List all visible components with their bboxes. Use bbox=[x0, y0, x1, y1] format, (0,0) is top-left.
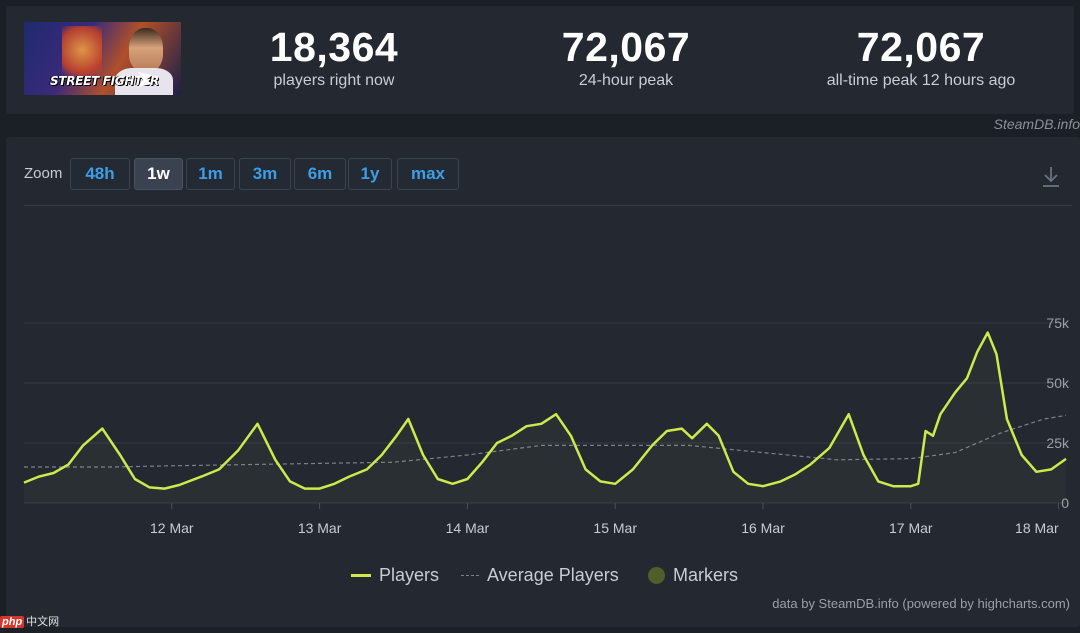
legend-players[interactable]: Players bbox=[351, 565, 439, 586]
x-tick-label: 17 Mar bbox=[889, 520, 933, 536]
all-time-peak-label: all-time peak 12 hours ago bbox=[826, 72, 1016, 89]
zoom-3m-button[interactable]: 3m bbox=[239, 158, 291, 190]
current-players-value: 18,364 bbox=[269, 24, 399, 70]
steamdb-brand[interactable]: SteamDB.info bbox=[993, 116, 1080, 132]
markers-legend-swatch bbox=[648, 567, 665, 584]
legend-markers[interactable]: Markers bbox=[648, 565, 738, 586]
x-tick-label: 14 Mar bbox=[446, 520, 490, 536]
php-badge: php bbox=[0, 616, 25, 628]
chart-attribution[interactable]: data by SteamDB.info (powered by highcha… bbox=[772, 596, 1070, 611]
zoom-1m-button[interactable]: 1m bbox=[186, 158, 235, 190]
markers-legend-label: Markers bbox=[673, 565, 739, 585]
players-legend-swatch bbox=[351, 574, 371, 577]
y-tick-label: 25k bbox=[1046, 435, 1070, 451]
chart-card: Zoom 48h 1w 1m 3m 6m 1y max 0 25k 50k 75k 1… bbox=[6, 137, 1080, 627]
all-time-peak-value: 72,067 bbox=[856, 24, 986, 70]
game-header-image[interactable]: STREET FIGHTER bbox=[24, 22, 181, 95]
php-cn-text: 中文网 bbox=[26, 616, 60, 628]
character-head bbox=[129, 28, 163, 72]
peak-24h-label: 24-hour peak bbox=[578, 72, 674, 89]
game-logo-text: STREET FIGHTER bbox=[50, 74, 159, 88]
fire-effect bbox=[62, 26, 102, 86]
zoom-48h-button[interactable]: 48h bbox=[70, 158, 130, 190]
y-tick-label: 0 bbox=[1061, 495, 1069, 511]
x-tick-label: 13 Mar bbox=[298, 520, 342, 536]
game-logo-mark bbox=[138, 72, 152, 87]
zoom-max-button[interactable]: max bbox=[397, 158, 459, 190]
zoom-label: Zoom bbox=[24, 165, 63, 182]
x-tick-label: 16 Mar bbox=[741, 520, 785, 536]
average-players-line bbox=[24, 414, 1067, 468]
players-area bbox=[24, 332, 1066, 503]
chart-top-divider bbox=[24, 205, 1072, 206]
players-line bbox=[23, 331, 1067, 490]
y-tick-label: 75k bbox=[1046, 315, 1070, 331]
legend-average[interactable]: Average Players bbox=[461, 565, 619, 586]
average-legend-label: Average Players bbox=[487, 565, 619, 585]
peak-24h-value: 72,067 bbox=[561, 24, 691, 70]
x-tick-label: 15 Mar bbox=[593, 520, 637, 536]
current-players-stat: 18,364 players right now bbox=[214, 24, 454, 90]
zoom-6m-button[interactable]: 6m bbox=[294, 158, 346, 190]
zoom-1y-button[interactable]: 1y bbox=[348, 158, 392, 190]
y-tick-label: 50k bbox=[1046, 375, 1070, 391]
php-cn-watermark: php 中文网 bbox=[0, 613, 59, 629]
player-count-chart[interactable]: 0 25k 50k 75k 12 Mar 13 Mar 14 Mar 15 Mar 16 Ma… bbox=[6, 205, 1080, 550]
all-time-peak-stat: 72,067 all-time peak 12 hours ago bbox=[801, 24, 1041, 90]
zoom-1w-button[interactable]: 1w bbox=[134, 158, 183, 190]
x-tick-label: 18 Mar bbox=[1015, 520, 1059, 536]
download-icon[interactable] bbox=[1040, 165, 1062, 189]
players-legend-label: Players bbox=[379, 565, 440, 585]
peak-24h-stat: 72,067 24-hour peak bbox=[506, 24, 746, 90]
x-tick-label: 12 Mar bbox=[150, 520, 194, 536]
current-players-label: players right now bbox=[273, 72, 395, 89]
average-legend-swatch bbox=[461, 575, 479, 576]
stats-panel: STREET FIGHTER 18,364 players right now … bbox=[6, 6, 1074, 114]
